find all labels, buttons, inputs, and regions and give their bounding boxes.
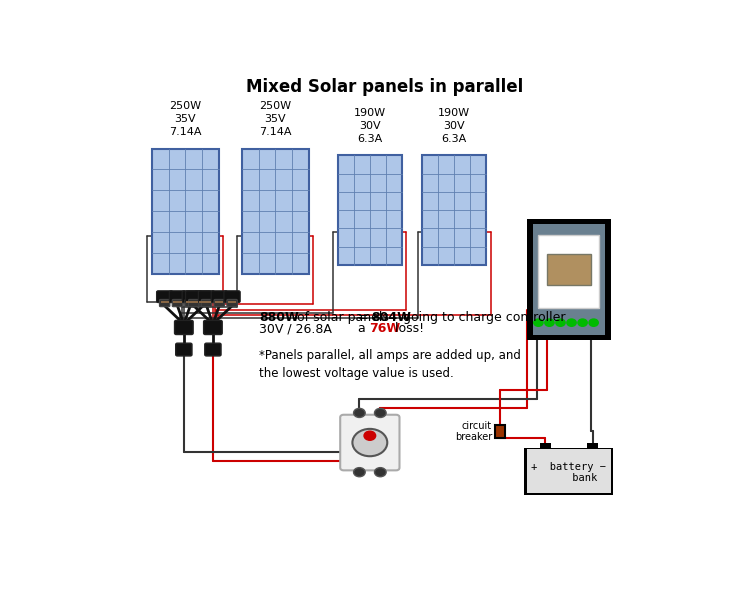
FancyBboxPatch shape — [175, 320, 194, 334]
Bar — [152, 149, 219, 274]
FancyBboxPatch shape — [198, 291, 214, 303]
Bar — [186, 301, 194, 303]
Bar — [242, 149, 309, 274]
Bar — [526, 449, 611, 493]
FancyBboxPatch shape — [340, 415, 400, 471]
FancyBboxPatch shape — [185, 300, 196, 307]
Bar — [532, 224, 605, 336]
FancyBboxPatch shape — [224, 291, 240, 303]
FancyBboxPatch shape — [198, 300, 208, 307]
Text: circuit
breaker: circuit breaker — [454, 421, 492, 442]
Text: a: a — [358, 322, 370, 335]
Bar — [540, 443, 550, 449]
FancyBboxPatch shape — [182, 291, 198, 303]
Circle shape — [374, 408, 386, 417]
FancyBboxPatch shape — [170, 291, 185, 303]
FancyBboxPatch shape — [176, 343, 192, 356]
Circle shape — [364, 431, 376, 440]
Bar — [160, 301, 169, 303]
FancyBboxPatch shape — [205, 343, 221, 356]
FancyBboxPatch shape — [214, 300, 224, 307]
Text: 250W
35V
7.14A: 250W 35V 7.14A — [260, 101, 292, 137]
Bar — [173, 301, 182, 303]
Circle shape — [567, 319, 576, 326]
Text: 30V / 26.8A: 30V / 26.8A — [260, 322, 332, 335]
Bar — [228, 301, 236, 303]
Circle shape — [534, 319, 543, 326]
Bar — [202, 301, 211, 303]
Bar — [422, 155, 486, 265]
Text: *Panels parallel, all amps are added up, and
the lowest voltage value is used.: *Panels parallel, all amps are added up,… — [260, 349, 521, 380]
Text: loss!: loss! — [391, 322, 424, 335]
Bar — [199, 301, 207, 303]
Circle shape — [353, 408, 365, 417]
FancyBboxPatch shape — [188, 300, 199, 307]
Text: +  battery −: + battery − — [532, 462, 607, 472]
Text: 250W
35V
7.14A: 250W 35V 7.14A — [169, 101, 202, 137]
Circle shape — [353, 468, 365, 477]
Text: 804W: 804W — [371, 311, 411, 324]
FancyBboxPatch shape — [201, 300, 211, 307]
Bar — [215, 301, 223, 303]
Bar — [538, 235, 599, 308]
FancyBboxPatch shape — [172, 300, 183, 307]
FancyBboxPatch shape — [211, 291, 227, 303]
FancyBboxPatch shape — [160, 300, 170, 307]
Text: of solar panels: of solar panels — [293, 311, 389, 324]
Text: =: = — [358, 311, 373, 324]
FancyBboxPatch shape — [203, 320, 222, 334]
Circle shape — [589, 319, 598, 326]
FancyBboxPatch shape — [185, 291, 202, 303]
Bar — [587, 443, 598, 449]
Text: going to charge controller: going to charge controller — [399, 311, 566, 324]
FancyBboxPatch shape — [157, 291, 172, 303]
Bar — [338, 155, 402, 265]
Text: 190W
30V
6.3A: 190W 30V 6.3A — [438, 108, 470, 144]
Circle shape — [578, 319, 587, 326]
FancyBboxPatch shape — [226, 300, 237, 307]
Text: 76W: 76W — [369, 322, 400, 335]
Bar — [547, 255, 591, 285]
Bar — [526, 219, 611, 340]
Bar — [524, 448, 614, 494]
Circle shape — [352, 429, 387, 456]
FancyBboxPatch shape — [195, 291, 211, 303]
Bar — [495, 425, 506, 438]
Bar — [190, 301, 198, 303]
Text: 880W: 880W — [260, 311, 299, 324]
Text: 190W
30V
6.3A: 190W 30V 6.3A — [354, 108, 386, 144]
Text: Mixed Solar panels in parallel: Mixed Solar panels in parallel — [246, 78, 523, 96]
Text: bank: bank — [541, 473, 597, 483]
Circle shape — [374, 468, 386, 477]
Circle shape — [556, 319, 566, 326]
Circle shape — [544, 319, 554, 326]
